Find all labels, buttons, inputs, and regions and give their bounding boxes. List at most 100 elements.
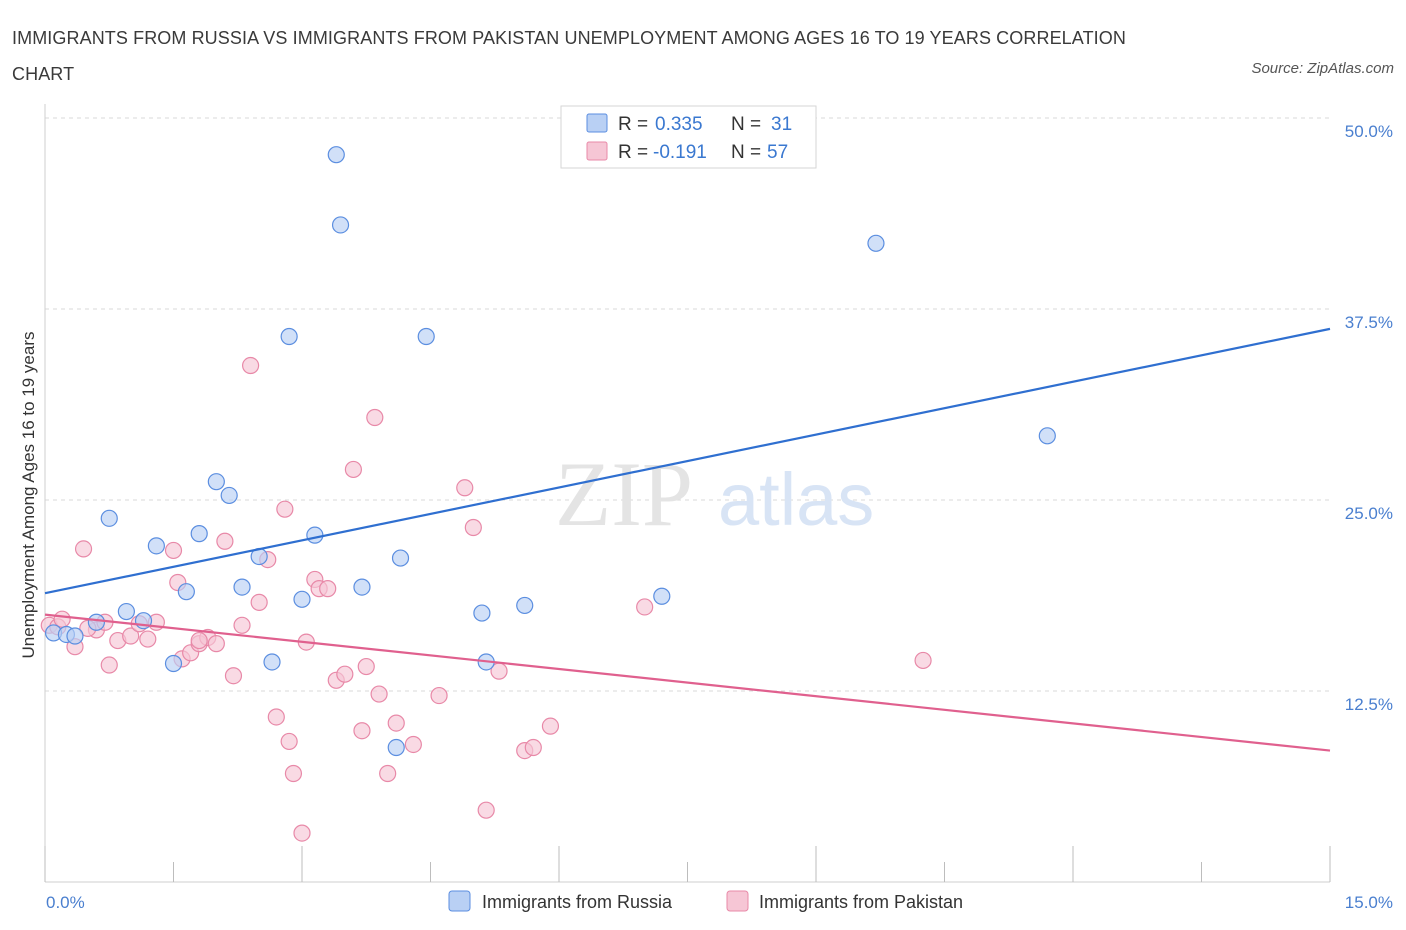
russia-point <box>387 738 405 757</box>
russia-point <box>653 587 671 605</box>
russia-point <box>327 146 345 164</box>
russia-point <box>306 526 324 544</box>
russia-point <box>263 653 281 671</box>
pakistan-point <box>477 801 495 819</box>
y-tick-label: 50.0% <box>1345 122 1393 141</box>
pakistan-point <box>404 735 422 754</box>
pakistan-point <box>250 593 268 611</box>
legend-russia-swatch <box>448 890 471 912</box>
pakistan-point <box>344 460 362 479</box>
russia-point <box>233 578 251 596</box>
pakistan-point <box>387 714 405 732</box>
russia-point <box>190 525 208 543</box>
pakistan-point <box>242 356 260 375</box>
pakistan-point <box>190 631 208 650</box>
russia-point <box>331 216 350 234</box>
y-tick-label: 37.5% <box>1345 313 1393 332</box>
pakistan-point <box>430 686 448 705</box>
russia-legend-swatch <box>586 113 608 133</box>
y-tick-label: 25.0% <box>1345 504 1393 523</box>
russia-point <box>867 234 885 252</box>
watermark-atlas: atlas <box>718 458 874 541</box>
russia-point <box>87 613 106 631</box>
pakistan-point <box>100 656 118 674</box>
pakistan-n-value: 57 <box>767 142 788 163</box>
russia-point <box>147 537 165 555</box>
russia-point <box>391 549 410 567</box>
russia-point <box>66 627 84 645</box>
russia-n-label: N = <box>731 114 761 135</box>
russia-point <box>516 596 534 615</box>
russia-point <box>177 583 195 601</box>
pakistan-point <box>464 518 482 537</box>
pakistan-point <box>357 657 375 676</box>
pakistan-point <box>164 541 183 560</box>
y-tick-label: 12.5% <box>1345 695 1393 714</box>
pakistan-point <box>456 479 474 497</box>
pakistan-point <box>216 532 234 550</box>
pakistan-point <box>524 738 542 757</box>
russia-r-label: R = <box>618 114 648 135</box>
series-legend: Immigrants from Russia Immigrants from P… <box>448 890 963 912</box>
pakistan-point <box>284 764 303 783</box>
pakistan-point <box>914 651 932 670</box>
russia-point <box>207 473 225 491</box>
source-label: Source: ZipAtlas.com <box>1251 60 1394 77</box>
russia-point <box>117 602 135 621</box>
pakistan-points <box>40 356 932 842</box>
x-tick-labels: 0.0% 15.0% <box>46 893 1393 912</box>
pakistan-point <box>366 408 384 427</box>
russia-r-value: 0.335 <box>655 114 703 135</box>
x-tick-label: 15.0% <box>1345 893 1393 912</box>
pakistan-trend-line <box>44 613 1331 752</box>
pakistan-point <box>636 598 654 616</box>
pakistan-point <box>293 824 311 842</box>
grid-lines <box>45 117 1330 692</box>
pakistan-point <box>541 717 560 735</box>
pakistan-point <box>319 580 337 598</box>
russia-point <box>220 486 238 505</box>
russia-point <box>473 604 491 622</box>
pakistan-point <box>280 732 298 751</box>
pakistan-point <box>122 627 140 645</box>
pakistan-point <box>336 665 354 683</box>
russia-points <box>44 146 1056 757</box>
legend-pakistan-swatch <box>726 890 749 912</box>
legend-pakistan-label: Immigrants from Pakistan <box>759 892 963 912</box>
trend-lines <box>44 327 1331 752</box>
russia-point <box>417 327 435 346</box>
pakistan-r-value: -0.191 <box>653 142 707 163</box>
russia-point <box>293 590 311 608</box>
pakistan-point <box>370 685 388 703</box>
russia-trend-line <box>44 327 1331 595</box>
legend-russia-label: Immigrants from Russia <box>482 892 673 912</box>
pakistan-point <box>224 667 243 685</box>
pakistan-point <box>74 540 93 558</box>
y-axis-label: Unemployment Among Ages 16 to 19 years <box>19 332 38 659</box>
correlation-legend: R = 0.335 N = 31 R = -0.191 N = 57 <box>560 105 817 169</box>
pakistan-point <box>53 610 71 628</box>
y-tick-labels: 12.5% 25.0% 37.5% 50.0% <box>1345 122 1393 714</box>
x-tick-label: 0.0% <box>46 893 85 912</box>
pakistan-legend-swatch <box>586 141 608 161</box>
watermark: ZIP atlas <box>555 443 874 545</box>
pakistan-point <box>353 722 371 740</box>
russia-point <box>164 654 183 673</box>
pakistan-point <box>379 764 397 783</box>
watermark-zip: ZIP <box>555 443 693 545</box>
russia-point <box>100 509 118 527</box>
russia-point <box>353 578 371 596</box>
axes <box>44 104 1331 883</box>
chart-title: IMMIGRANTS FROM RUSSIA VS IMMIGRANTS FRO… <box>12 28 1126 84</box>
pakistan-point <box>267 708 285 726</box>
pakistan-r-label: R = <box>618 142 648 163</box>
pakistan-point <box>139 630 157 648</box>
russia-point <box>280 327 298 346</box>
russia-point <box>1038 427 1056 445</box>
pakistan-point <box>276 500 294 518</box>
russia-n-value: 31 <box>771 114 792 135</box>
pakistan-point <box>233 616 251 634</box>
pakistan-point <box>207 635 225 653</box>
pakistan-n-label: N = <box>731 142 761 163</box>
